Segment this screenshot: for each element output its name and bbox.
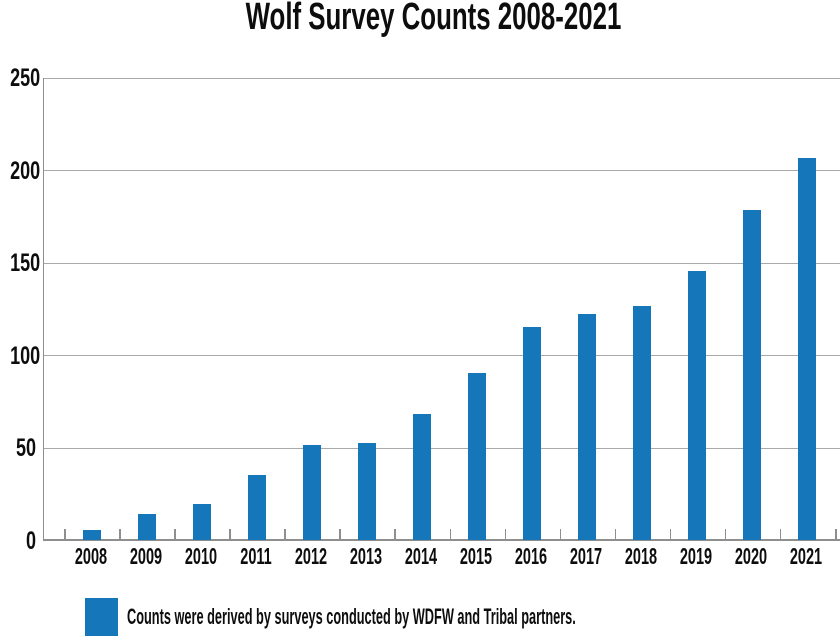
y-tick-label-250: 250 [10,64,41,92]
x-tick-label-2019: 2019 [680,543,713,569]
x-tick-label-2012: 2012 [294,543,327,569]
x-axis-tick-7 [449,529,451,540]
y-tick-label-150: 150 [10,249,41,278]
x-tick-label-2014: 2014 [404,543,438,569]
x-axis-tick-8 [504,529,507,540]
x-axis-tick-10 [614,529,617,540]
y-tick-label-100: 100 [10,341,41,370]
bar-2019 [688,270,707,540]
legend: Counts were derived by surveys conducted… [85,598,840,636]
x-tick-label-2021: 2021 [790,543,823,569]
y-tick-label-0: 0 [25,527,36,555]
gridline-50 [44,447,840,450]
x-tick-label-2010: 2010 [184,543,217,569]
x-axis-tick-13 [779,529,782,540]
gridline-0 [44,539,840,541]
x-tick-label-2009: 2009 [129,543,162,569]
legend-swatch [85,598,118,636]
bar-2013 [357,443,376,540]
x-tick-label-2015: 2015 [459,543,493,569]
bar-2016 [523,326,542,540]
bar-2015 [468,372,487,540]
x-axis-tick-0 [64,529,66,540]
bar-2017 [578,313,597,540]
x-tick-label-2020: 2020 [735,543,768,569]
bar-2008 [82,530,101,540]
y-tick-label-200: 200 [10,156,41,185]
plot-area [43,78,840,541]
gridline-250 [44,78,840,80]
x-axis-tick-1 [119,529,121,540]
x-axis-tick-2 [174,529,176,540]
x-axis-tick-6 [394,529,396,540]
x-tick-label-2013: 2013 [349,543,383,569]
x-axis-tick-4 [284,529,286,540]
x-tick-label-2011: 2011 [240,543,272,569]
bar-2009 [137,513,156,540]
x-axis-tick-5 [339,529,341,540]
x-axis-tick-end [835,529,837,540]
gridline-100 [44,355,840,357]
x-tick-label-2018: 2018 [625,543,658,569]
bar-2020 [743,209,762,540]
y-axis-labels: 0 50 100 150 200 250 [0,65,41,554]
bar-2011 [247,474,266,540]
x-axis-labels: 2008 2009 2010 2011 2012 2013 2014 2015 2016 2017… [43,541,840,571]
x-tick-label-2016: 2016 [514,543,548,569]
x-axis-tick-11 [669,529,672,540]
bar-2021 [798,158,817,540]
x-axis-tick-3 [229,529,231,540]
gridline-200 [44,169,840,172]
bar-2018 [633,306,652,540]
bar-2014 [412,413,431,540]
bar-2010 [192,504,211,540]
y-tick-label-50: 50 [15,434,36,463]
x-tick-label-2017: 2017 [570,543,603,569]
legend-label: Counts were derived by surveys conducted… [127,604,576,629]
x-axis-tick-9 [559,529,562,540]
gridline-150 [44,262,840,264]
x-tick-label-2008: 2008 [74,543,107,569]
bar-2012 [302,445,321,540]
chart-title: Wolf Survey Counts 2008-2021 [245,0,622,38]
x-axis-tick-12 [724,529,727,540]
